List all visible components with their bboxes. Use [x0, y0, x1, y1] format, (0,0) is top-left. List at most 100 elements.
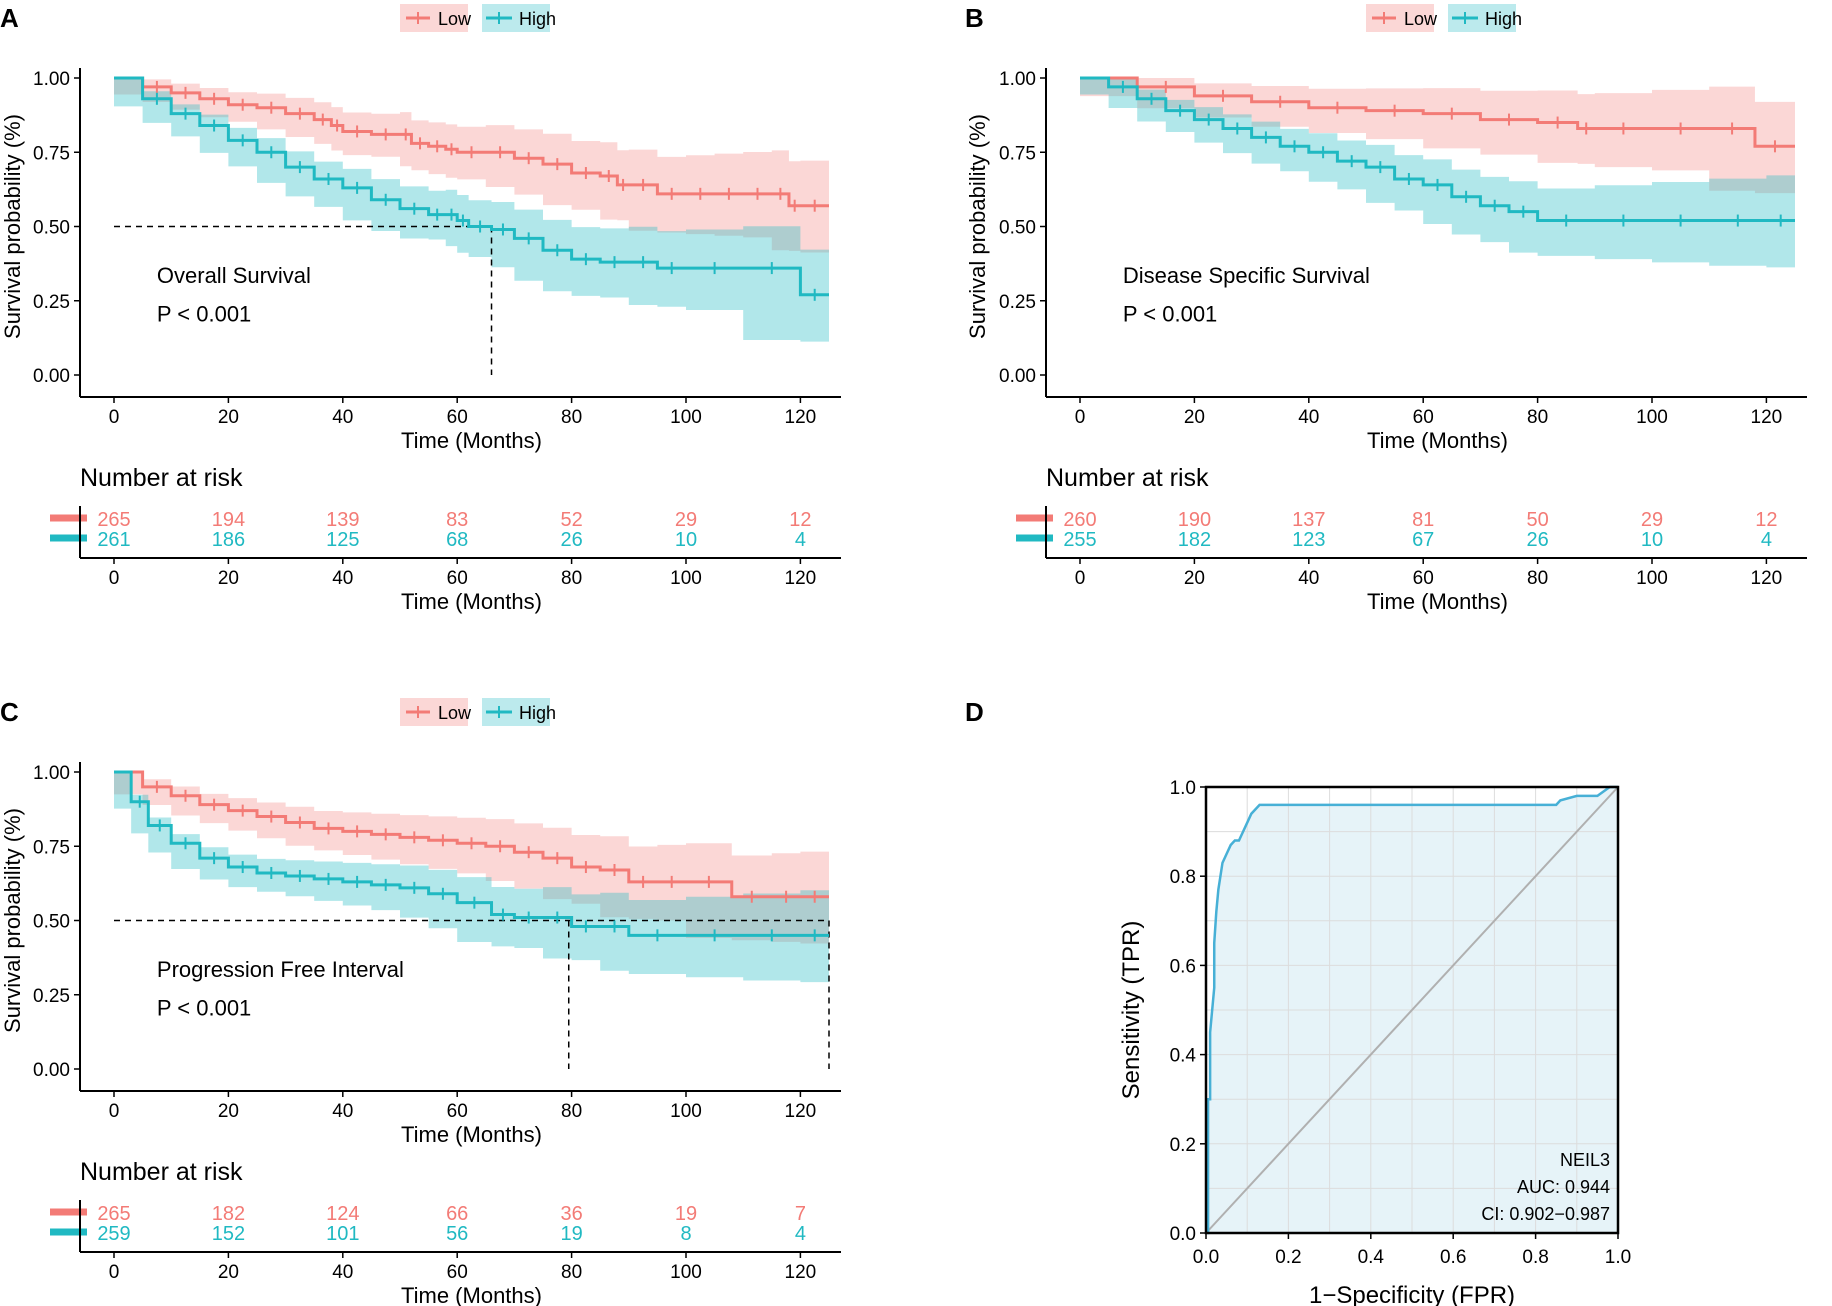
y-tick-label: 0.75	[33, 837, 70, 858]
legend: Low High	[1366, 4, 1522, 32]
x-tick-label: 0.4	[1358, 1247, 1385, 1268]
legend-low-label: Low	[438, 9, 472, 29]
risk-value-high: 67	[1412, 529, 1434, 551]
ci-band-high	[114, 772, 829, 983]
x-tick-label: 20	[218, 1101, 239, 1122]
y-tick-label: 0.75	[999, 143, 1036, 164]
roc-annotation-auc: AUC: 0.944	[1517, 1177, 1610, 1197]
x-tick-label: 60	[1413, 407, 1434, 428]
risk-value-high: 19	[560, 1223, 582, 1245]
risk-value-low: 124	[326, 1203, 359, 1225]
y-tick-label: 0.25	[33, 986, 70, 1007]
risk-x-tick-label: 0	[109, 1262, 120, 1283]
legend-high-label: High	[519, 703, 556, 723]
risk-value-low: 260	[1063, 509, 1096, 531]
risk-value-low: 29	[675, 509, 697, 531]
x-tick-label: 60	[447, 407, 468, 428]
risk-x-tick-label: 120	[785, 568, 817, 589]
risk-table: Number at risk 265 194 139 83 52 29 12 261 186 125…	[50, 464, 841, 614]
risk-title: Number at risk	[80, 464, 243, 492]
x-tick-label: 40	[332, 1101, 353, 1122]
risk-value-low: 137	[1292, 509, 1325, 531]
p-value: P < 0.001	[1123, 302, 1217, 327]
risk-x-tick-label: 20	[1184, 568, 1205, 589]
panel-label: B	[965, 3, 984, 33]
risk-value-high: 182	[1178, 529, 1211, 551]
risk-x-axis-title: Time (Months)	[401, 589, 542, 614]
risk-x-tick-label: 40	[1298, 568, 1319, 589]
p-value: P < 0.001	[157, 996, 251, 1021]
x-axis-title: Time (Months)	[1367, 428, 1508, 453]
risk-x-tick-label: 100	[670, 568, 702, 589]
risk-x-tick-label: 40	[332, 1262, 353, 1283]
risk-value-low: 36	[560, 1203, 582, 1225]
y-tick-label: 0.25	[33, 292, 70, 313]
risk-value-low: 12	[1755, 509, 1777, 531]
risk-value-high: 123	[1292, 529, 1325, 551]
y-tick-label: 0.50	[33, 912, 70, 933]
x-tick-label: 0.8	[1522, 1247, 1548, 1268]
risk-value-high: 68	[446, 529, 468, 551]
risk-value-low: 29	[1641, 509, 1663, 531]
x-tick-label: 120	[1751, 407, 1783, 428]
x-tick-label: 0.6	[1440, 1247, 1466, 1268]
risk-value-high: 56	[446, 1223, 468, 1245]
risk-value-low: 7	[795, 1203, 806, 1225]
x-tick-label: 0.0	[1193, 1247, 1219, 1268]
x-tick-label: 120	[785, 1101, 817, 1122]
y-tick-label: 0.4	[1170, 1046, 1197, 1067]
risk-value-high: 261	[97, 529, 130, 551]
risk-x-tick-label: 40	[332, 568, 353, 589]
risk-value-high: 4	[795, 1223, 806, 1245]
x-tick-label: 100	[670, 407, 702, 428]
plot-title: Progression Free Interval	[157, 957, 404, 982]
y-tick-label: 0.50	[999, 218, 1036, 239]
x-tick-label: 0.2	[1275, 1247, 1301, 1268]
y-tick-label: 0.00	[999, 366, 1036, 387]
x-axis-title: 1−Specificity (FPR)	[1309, 1282, 1515, 1306]
risk-x-tick-label: 80	[1527, 568, 1548, 589]
legend-low-label: Low	[438, 703, 472, 723]
y-tick-label: 0.2	[1170, 1135, 1196, 1156]
risk-value-low: 12	[789, 509, 811, 531]
x-tick-label: 120	[785, 407, 817, 428]
risk-x-tick-label: 80	[561, 568, 582, 589]
x-axis-title: Time (Months)	[401, 428, 542, 453]
diagonal-line	[1205, 786, 1619, 1234]
y-tick-label: 0.50	[33, 218, 70, 239]
x-tick-label: 100	[1636, 407, 1668, 428]
legend: Low High	[400, 698, 556, 726]
risk-value-high: 26	[1526, 529, 1548, 551]
x-tick-label: 80	[561, 407, 582, 428]
legend-high-label: High	[519, 9, 556, 29]
panel-label: C	[0, 697, 19, 727]
ci-band-high	[114, 78, 829, 342]
y-tick-label: 0.6	[1170, 956, 1196, 977]
risk-x-tick-label: 120	[1751, 568, 1783, 589]
risk-value-high: 26	[560, 529, 582, 551]
plot-title: Overall Survival	[157, 263, 311, 288]
legend-low-label: Low	[1404, 9, 1438, 29]
x-tick-label: 60	[447, 1101, 468, 1122]
panel-label: D	[965, 697, 984, 727]
risk-value-low: 139	[326, 509, 359, 531]
risk-value-low: 83	[446, 509, 468, 531]
x-tick-label: 1.0	[1605, 1247, 1631, 1268]
risk-title: Number at risk	[80, 1158, 243, 1186]
x-tick-label: 0	[109, 1101, 120, 1122]
risk-value-low: 265	[97, 509, 130, 531]
legend-high-label: High	[1485, 9, 1522, 29]
panel-label: A	[0, 3, 19, 33]
risk-value-high: 255	[1063, 529, 1096, 551]
risk-value-high: 259	[97, 1223, 130, 1245]
risk-x-axis-title: Time (Months)	[401, 1283, 542, 1306]
x-tick-label: 20	[1184, 407, 1205, 428]
km-curve-low	[114, 770, 829, 899]
x-tick-label: 100	[670, 1101, 702, 1122]
x-axis-title: Time (Months)	[401, 1122, 542, 1147]
risk-x-axis-title: Time (Months)	[1367, 589, 1508, 614]
risk-x-tick-label: 100	[1636, 568, 1668, 589]
